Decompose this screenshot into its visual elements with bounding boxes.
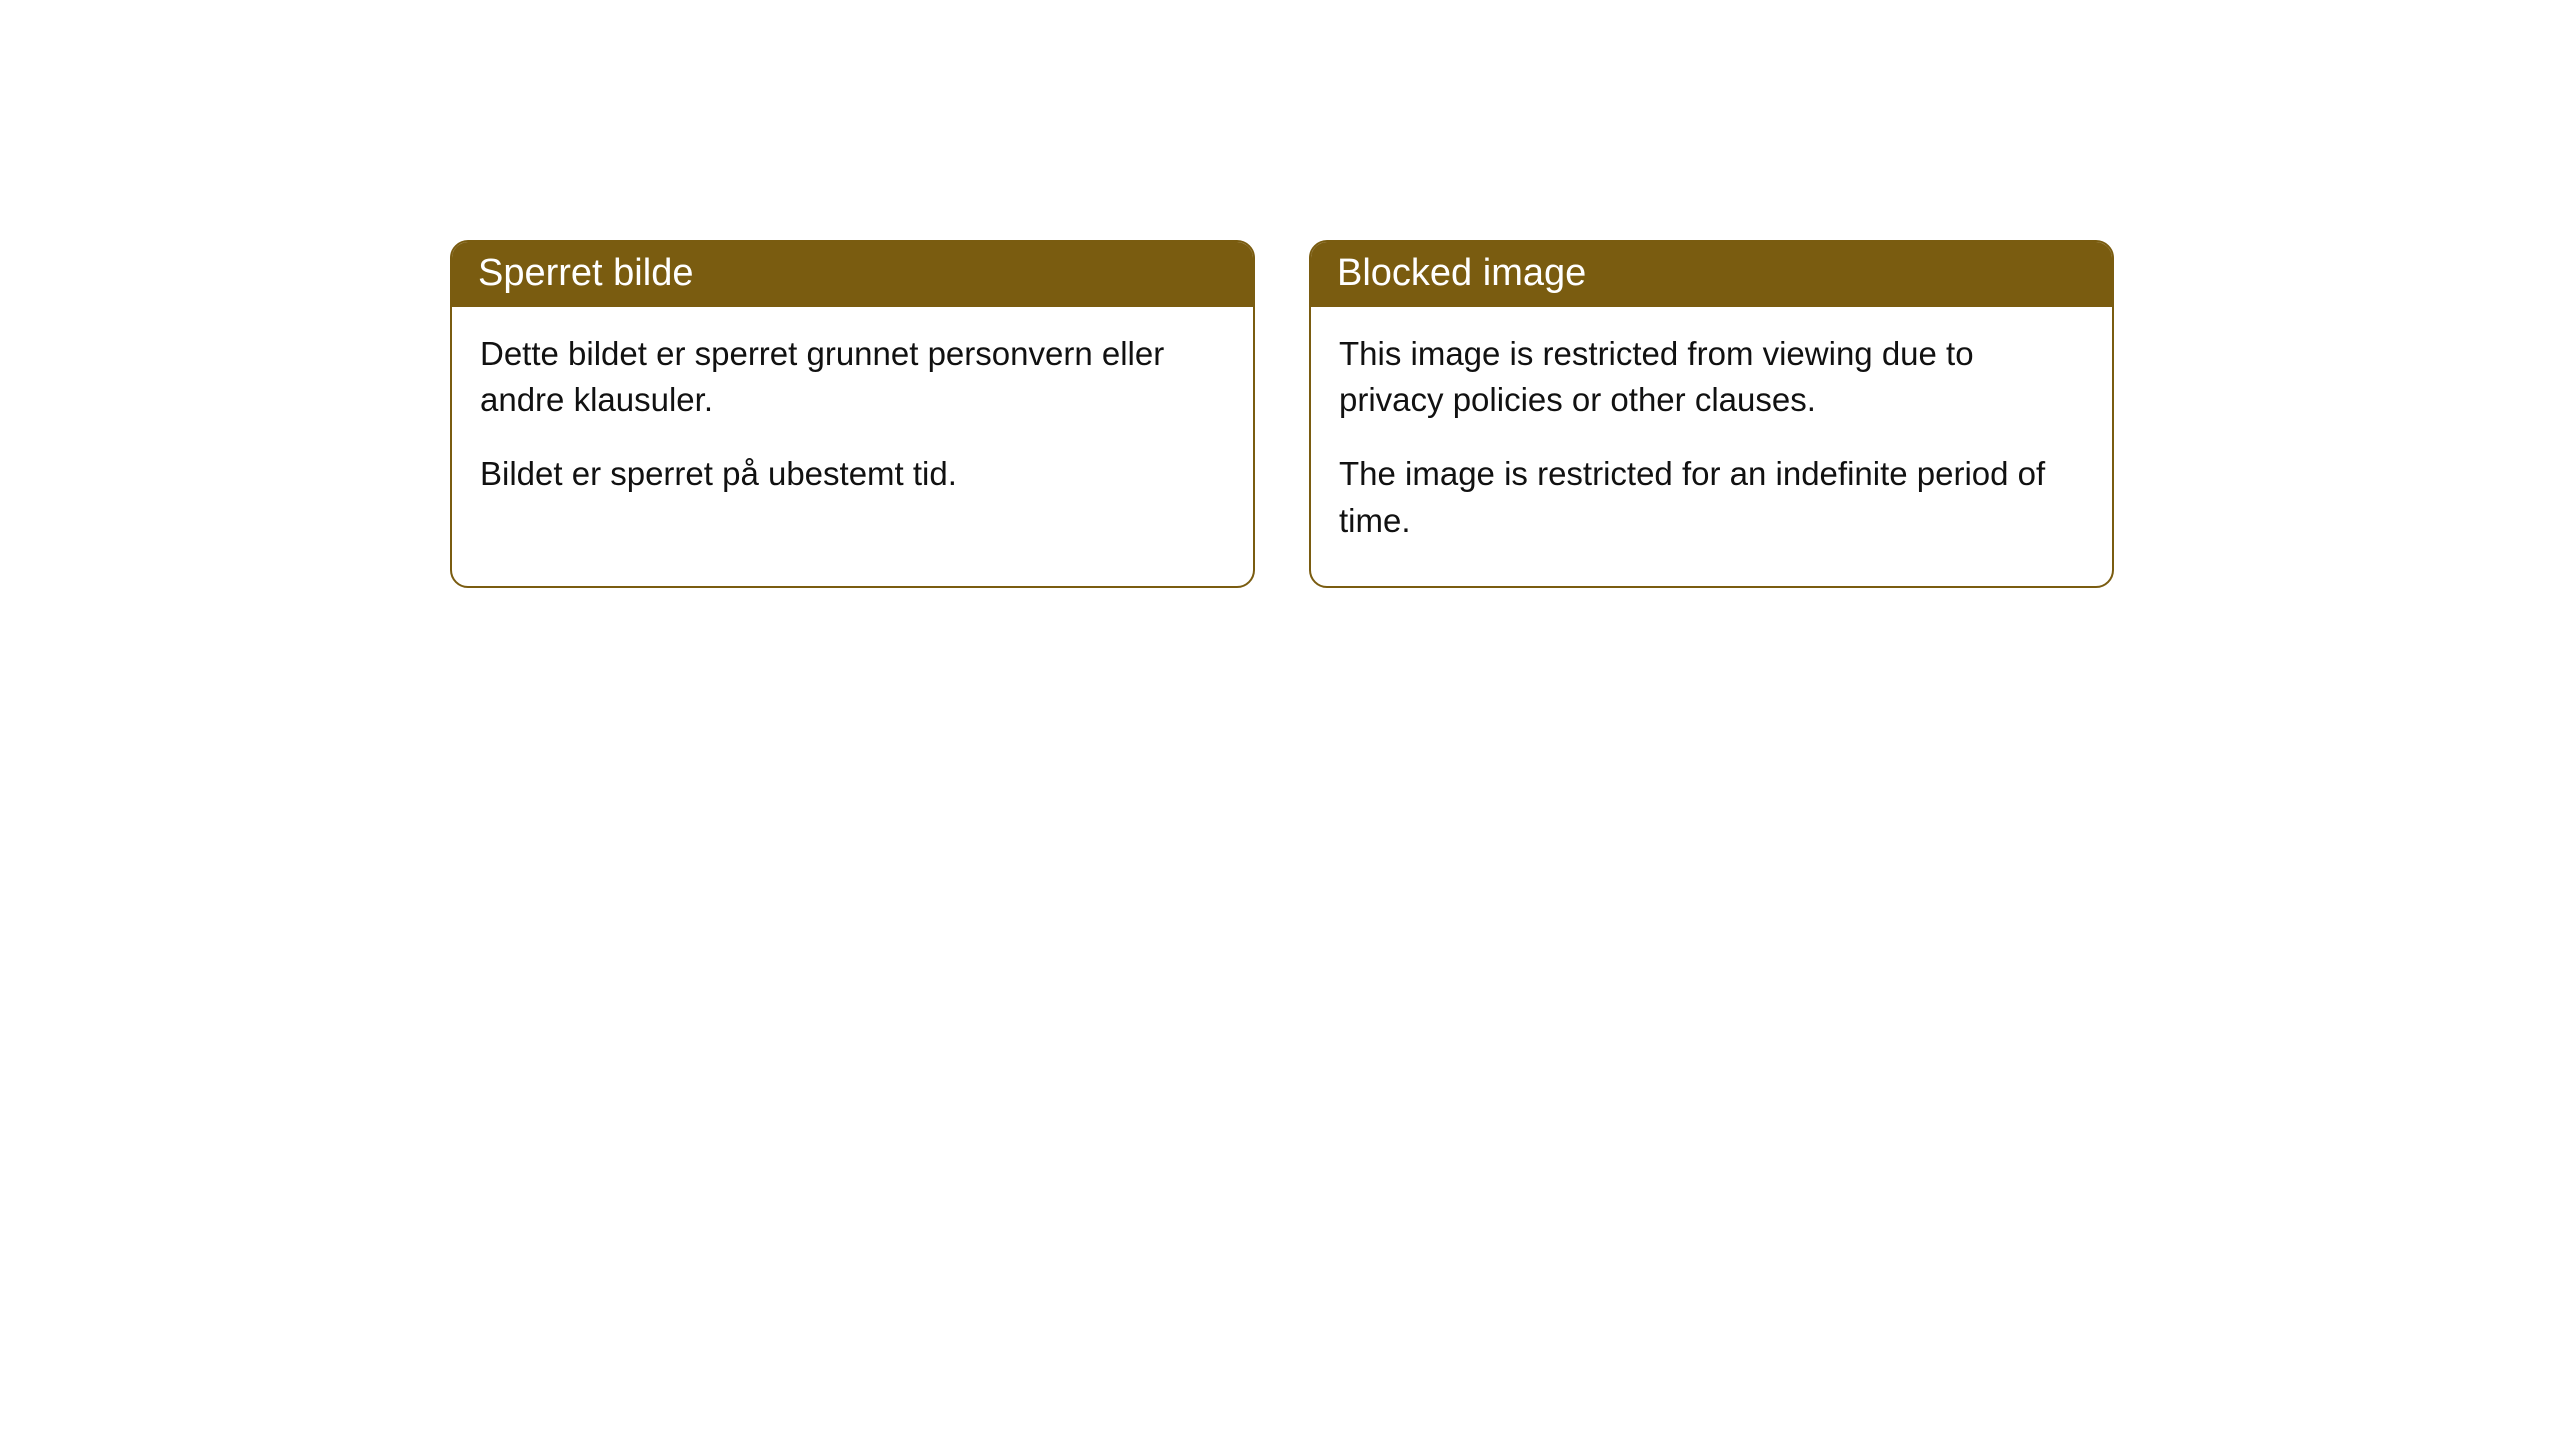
notice-card-norwegian: Sperret bilde Dette bildet er sperret gr… xyxy=(450,240,1255,588)
notice-card-english: Blocked image This image is restricted f… xyxy=(1309,240,2114,588)
card-body: Dette bildet er sperret grunnet personve… xyxy=(452,307,1253,540)
card-title: Sperret bilde xyxy=(478,252,693,294)
card-paragraph: Bildet er sperret på ubestemt tid. xyxy=(480,451,1225,497)
card-title: Blocked image xyxy=(1337,252,1586,294)
card-header: Blocked image xyxy=(1311,242,2112,307)
card-header: Sperret bilde xyxy=(452,242,1253,307)
card-paragraph: This image is restricted from viewing du… xyxy=(1339,331,2084,423)
card-paragraph: Dette bildet er sperret grunnet personve… xyxy=(480,331,1225,423)
notice-card-container: Sperret bilde Dette bildet er sperret gr… xyxy=(450,240,2114,588)
card-paragraph: The image is restricted for an indefinit… xyxy=(1339,451,2084,543)
card-body: This image is restricted from viewing du… xyxy=(1311,307,2112,586)
